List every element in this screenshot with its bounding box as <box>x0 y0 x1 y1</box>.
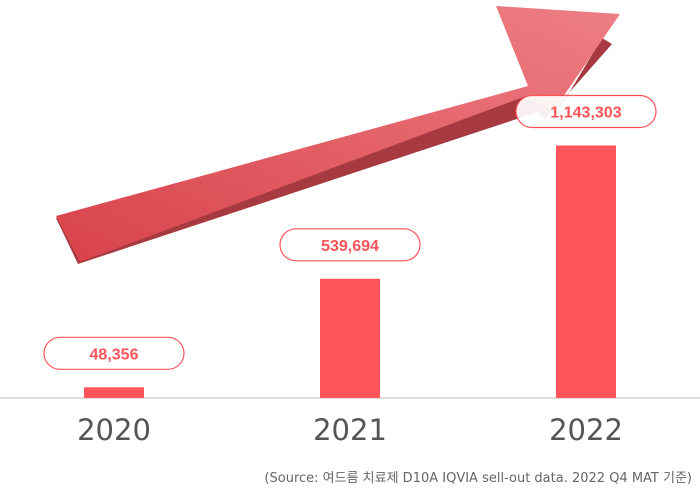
bar-2022 <box>556 145 616 398</box>
value-pill-2021 <box>279 228 421 262</box>
bar-2020 <box>84 387 144 398</box>
growth-arrow <box>56 6 620 264</box>
value-pill-2020 <box>43 336 185 370</box>
value-label-2020: 48,356 <box>90 346 139 363</box>
x-tick-2021: 2021 <box>313 413 387 447</box>
value-label-2022: 1,143,303 <box>550 104 621 121</box>
x-tick-2020: 2020 <box>77 413 151 447</box>
x-tick-2022: 2022 <box>549 413 623 447</box>
growth-arrow-body <box>56 6 620 262</box>
value-pill-2022 <box>515 94 657 129</box>
source-note: (Source: 여드름 치료제 D10A IQVIA sell-out dat… <box>264 471 692 486</box>
bar-2021 <box>320 278 380 398</box>
value-label-2021: 539,694 <box>321 238 379 255</box>
